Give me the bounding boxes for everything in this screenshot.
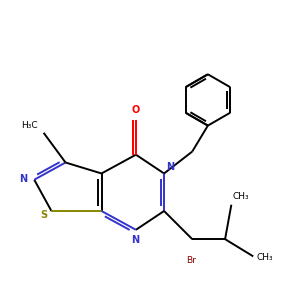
Text: N: N bbox=[166, 162, 174, 172]
Text: H₃C: H₃C bbox=[21, 121, 38, 130]
Text: N: N bbox=[131, 235, 140, 245]
Text: CH₃: CH₃ bbox=[257, 254, 274, 262]
Text: CH₃: CH₃ bbox=[233, 192, 250, 201]
Text: Br: Br bbox=[186, 256, 196, 266]
Text: N: N bbox=[19, 174, 27, 184]
Text: O: O bbox=[132, 105, 140, 115]
Text: S: S bbox=[40, 210, 47, 220]
